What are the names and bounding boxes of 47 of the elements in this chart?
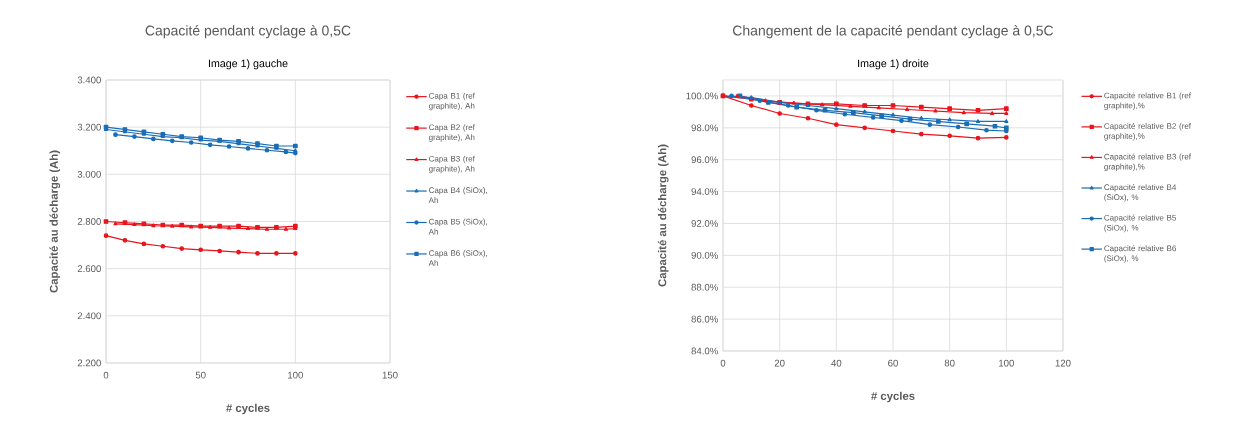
legend-label: Capacité relative B6 (SiOx), % (1104, 245, 1176, 263)
x-tick-label: 0 (103, 371, 109, 379)
legend-label: Capacité relative B2 (ref graphite),% (1104, 122, 1192, 141)
chart-subtitle: Image 1) droite (858, 59, 929, 70)
chart-title: Changement de la capacité pendant cyclage à 0,5C (732, 25, 1054, 39)
y-tick-label: 96.0% (691, 156, 718, 164)
legend-label: Capacité relative B1 (ref graphite),% (1104, 92, 1192, 110)
x-tick-label: 20 (774, 359, 785, 367)
y-tick-label: 86.0% (691, 315, 718, 323)
x-tick-label: 100 (288, 371, 303, 379)
chart-subtitle: Image 1) gauche (208, 59, 288, 70)
x-tick-label: 0 (720, 359, 726, 367)
y-tick-label: 2.600 (77, 265, 101, 273)
y-tick-label: 94.0% (691, 188, 718, 195)
y-tick-label: 2.400 (77, 312, 101, 320)
y-tick-label: 3.200 (77, 123, 101, 131)
legend-label: Capa B3 (ref graphite), Ah (428, 155, 475, 174)
x-tick-label: 60 (888, 359, 898, 367)
legend-label: Capa B2 (ref graphite), Ah (428, 124, 475, 142)
y-axis-title: Capacité au décharge (Ah) (49, 150, 61, 293)
y-tick-label: 84.0% (691, 347, 718, 355)
x-tick-label: 40 (831, 359, 842, 367)
y-tick-label: 98.0% (691, 124, 718, 132)
y-tick-label: 3.400 (77, 76, 101, 84)
y-tick-label: 90.0% (691, 251, 718, 259)
x-axis-title: # cycles (226, 403, 270, 415)
legend-label: Capacité relative B3 (ref graphite),% (1104, 153, 1192, 172)
legend-label: Capa B1 (ref graphite), Ah (428, 92, 475, 111)
x-tick-label: 50 (195, 371, 206, 379)
x-tick-label: 150 (382, 371, 398, 379)
legend-label: Capa B5 (SiOx), Ah (428, 218, 488, 235)
legend-label: Capa B4 (SiOx), Ah (428, 187, 488, 203)
x-tick-label: 120 (1055, 359, 1071, 367)
y-tick-label: 3.000 (77, 170, 101, 178)
y-tick-label: 2.800 (77, 218, 101, 225)
x-tick-label: 80 (944, 359, 955, 367)
y-tick-label: 2.200 (77, 359, 101, 367)
y-tick-label: 92.0% (691, 220, 718, 227)
legend-label: Capacité relative B4 (SiOx), % (1104, 184, 1177, 202)
x-tick-label: 100 (999, 359, 1014, 367)
chart-title: Capacité pendant cyclage à 0,5C (145, 25, 351, 39)
legend-label: Capacité relative B5 (SiOx), % (1104, 214, 1177, 233)
y-tick-label: 88.0% (691, 283, 718, 291)
y-tick-label: 100.0% (686, 92, 718, 100)
y-axis-title: Capacité au décharge (Ah) (657, 144, 669, 287)
legend-label: Capa B6 (SiOx), Ah (428, 250, 488, 266)
x-axis-title: # cycles (871, 391, 915, 403)
